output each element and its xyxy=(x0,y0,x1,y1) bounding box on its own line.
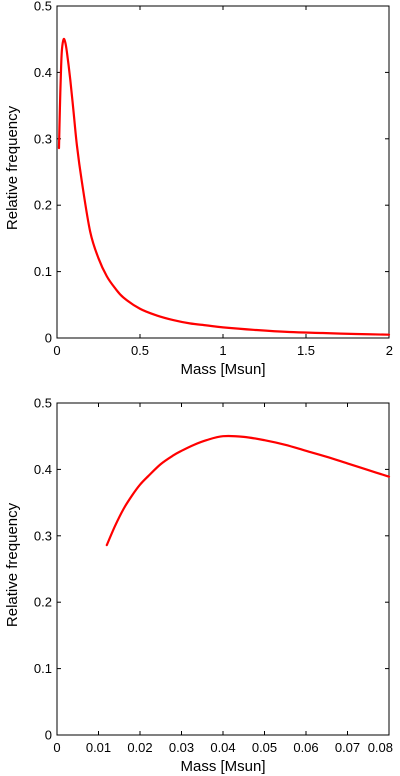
y-tick-label: 0.3 xyxy=(34,528,52,543)
y-tick-label: 0.3 xyxy=(34,131,52,146)
x-tick-label: 0.02 xyxy=(127,740,152,755)
y-tick-label: 0 xyxy=(45,728,52,743)
series-line xyxy=(105,434,391,547)
x-tick-label: 1.5 xyxy=(297,343,315,358)
x-tick-label: 0 xyxy=(53,740,60,755)
x-tick-label: 0.07 xyxy=(335,740,360,755)
x-tick-label: 0.04 xyxy=(210,740,235,755)
y-tick-label: 0.5 xyxy=(34,0,52,14)
chart-top-mass-distribution: 0 0.5 1 1.5 2 0 0.1 0.2 0.3 0.4 0.5 Mass [Msun] Rela… xyxy=(4,0,393,378)
y-tick-label: 0.1 xyxy=(34,661,52,676)
x-tick-label: 0 xyxy=(53,343,60,358)
y-tick-label: 0.4 xyxy=(34,462,52,477)
x-tick-label: 0.01 xyxy=(86,740,111,755)
chart-bottom-mass-distribution-zoom: 0 0.01 0.02 0.03 0.04 0.05 0.06 0.07 0.08 0 0.1 0.2… xyxy=(4,396,393,776)
x-axis-label: Mass [Msun] xyxy=(180,758,265,775)
x-axis-label: Mass [Msun] xyxy=(180,361,265,378)
y-tick-label: 0.2 xyxy=(34,198,52,213)
y-tick-label: 0.1 xyxy=(34,264,52,279)
x-tick-label: 0.05 xyxy=(252,740,277,755)
plot-area xyxy=(56,5,390,339)
x-tick-label: 0.5 xyxy=(131,343,149,358)
x-tick-label: 0.06 xyxy=(293,740,318,755)
y-tick-label: 0 xyxy=(45,331,52,346)
y-tick-label: 0.2 xyxy=(34,595,52,610)
y-tick-label: 0.5 xyxy=(34,396,52,411)
x-tick-label: 0.08 xyxy=(368,740,393,755)
series-line xyxy=(57,37,391,336)
y-tick-label: 0.4 xyxy=(34,65,52,80)
plot-area xyxy=(56,402,390,736)
x-tick-label: 2 xyxy=(386,343,393,358)
x-tick-label: 0.03 xyxy=(169,740,194,755)
y-axis-label: Relative frequency xyxy=(4,105,21,230)
y-axis-label: Relative frequency xyxy=(4,502,21,627)
x-tick-label: 1 xyxy=(219,343,226,358)
